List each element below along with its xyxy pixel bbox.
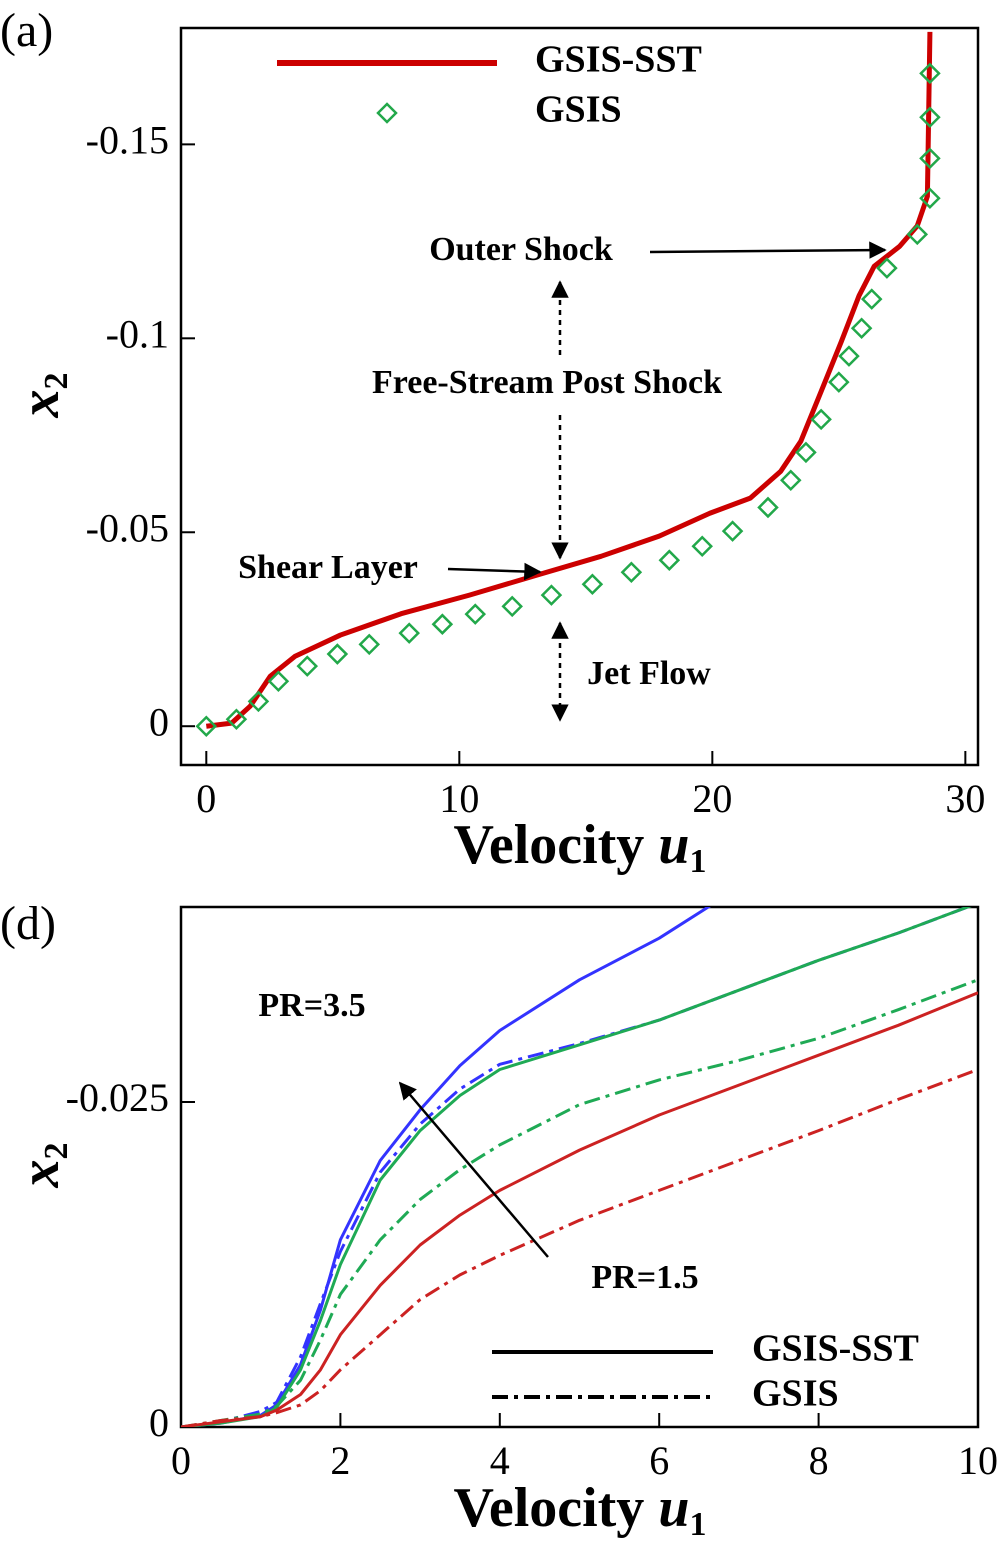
data-point (464, 603, 487, 625)
x-tick-label: 6 (649, 1438, 669, 1483)
y-axis-label-subscript: 2 (38, 373, 75, 390)
data-point (876, 257, 898, 279)
x-axis-label: Velocity u1 (454, 1477, 707, 1543)
y-tick-label: -0.025 (66, 1075, 169, 1120)
data-point (810, 408, 832, 431)
data-point (838, 345, 860, 367)
annotation-arrow (398, 1081, 549, 1258)
annotation-arrow (447, 562, 542, 581)
data-point (247, 690, 270, 713)
data-point (757, 496, 779, 519)
x-tick-label: 10 (958, 1438, 998, 1483)
annotation: Shear Layer (238, 549, 418, 586)
data-line (181, 1068, 978, 1427)
y-tick-label: 0 (149, 1400, 169, 1445)
legend-label: GSIS-SST (535, 39, 702, 81)
y-axis-label-symbol: x (9, 1160, 71, 1189)
annotation: PR=1.5 (591, 1259, 698, 1296)
data-point (658, 549, 681, 571)
legend-label: GSIS (752, 1373, 839, 1415)
data-point (691, 535, 713, 557)
y-axis-label-symbol: x (9, 390, 71, 419)
data-line (181, 991, 978, 1427)
data-point (919, 106, 941, 128)
data-point (267, 670, 290, 692)
data-point (501, 595, 523, 618)
x-tick-label: 4 (490, 1438, 510, 1483)
plot-frame (179, 905, 980, 1429)
legend-marker (376, 102, 398, 124)
data-point (540, 584, 563, 606)
x-axis-label-subscript: 1 (689, 1506, 706, 1543)
data-point (431, 613, 454, 635)
data-line (205, 31, 933, 729)
y-tick-label: -0.05 (86, 505, 169, 550)
y-axis-label-subscript: 2 (38, 1143, 75, 1160)
data-point (906, 223, 929, 246)
data-point (581, 573, 604, 596)
plot-frame (179, 26, 980, 767)
x-tick-label: 0 (196, 776, 216, 821)
x-axis-label-symbol: u (658, 1477, 689, 1539)
data-point (860, 288, 883, 310)
data-line (181, 907, 972, 1427)
annotation: Free-Stream Post Shock (372, 364, 722, 401)
x-tick-label: 2 (330, 1438, 350, 1483)
y-tick-label: -0.15 (86, 118, 169, 163)
data-point (326, 643, 349, 665)
x-tick-label: 20 (692, 776, 732, 821)
legend-label: GSIS (535, 89, 622, 131)
x-axis-label-symbol: u (658, 814, 689, 876)
y-tick-label: 0 (149, 699, 169, 744)
x-axis-label: Velocity u1 (454, 814, 707, 880)
data-point (919, 147, 941, 170)
annotation: Jet Flow (587, 655, 711, 692)
y-axis-label: x2 (9, 1143, 75, 1189)
y-axis-label: x2 (9, 373, 75, 419)
data-point (358, 633, 381, 656)
x-tick-label: 8 (809, 1438, 829, 1483)
annotation: Outer Shock (429, 231, 613, 268)
data-point (850, 317, 873, 339)
x-tick-label: 30 (945, 776, 985, 821)
data-point (828, 371, 850, 393)
panel-label: (a) (0, 4, 53, 57)
data-point (398, 622, 420, 644)
annotation: PR=3.5 (258, 987, 365, 1024)
x-axis-label-subscript: 1 (689, 843, 706, 880)
data-line (181, 907, 712, 1427)
panel-label: (d) (0, 897, 56, 950)
data-point (225, 708, 248, 730)
data-point (620, 561, 643, 583)
annotation-arrow (649, 241, 887, 259)
x-tick-label: 10 (439, 776, 479, 821)
data-point (919, 62, 941, 85)
x-axis-label-text: Velocity (454, 1477, 645, 1539)
data-point (721, 520, 744, 542)
data-point (296, 655, 319, 677)
x-tick-label: 0 (171, 1438, 191, 1483)
data-point (795, 441, 817, 464)
data-point (780, 469, 802, 492)
data-line (181, 978, 978, 1427)
y-tick-label: -0.1 (106, 311, 169, 356)
legend-label: GSIS-SST (752, 1328, 919, 1370)
data-point (919, 187, 941, 210)
data-point (195, 715, 218, 737)
x-axis-label-text: Velocity (454, 814, 645, 876)
